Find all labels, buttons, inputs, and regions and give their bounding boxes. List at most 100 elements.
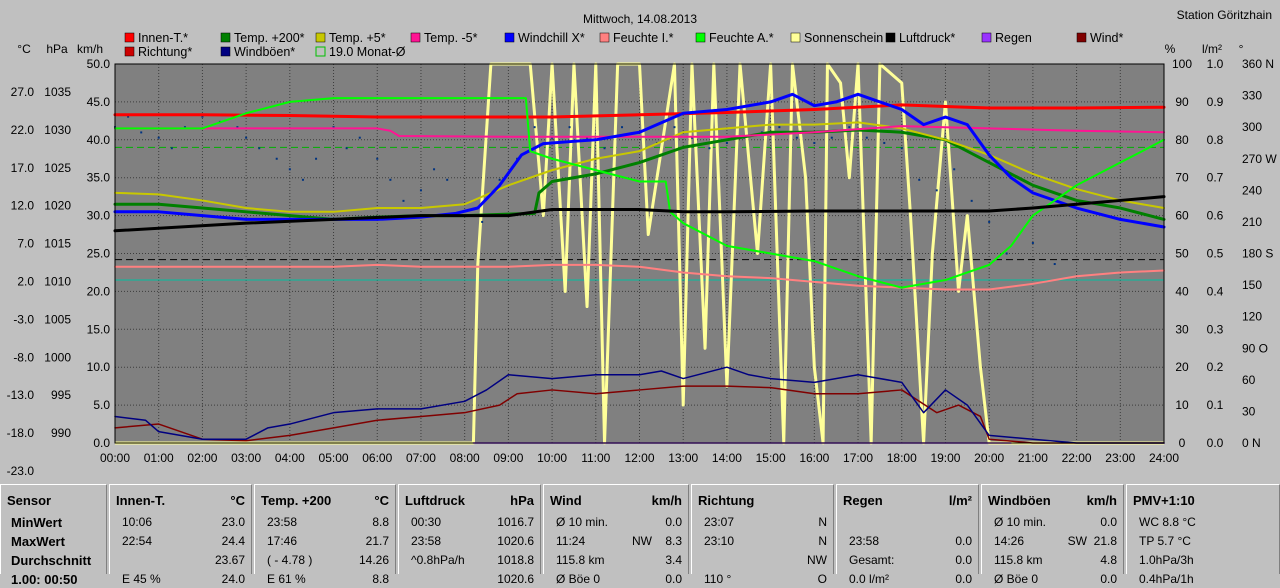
table-row: Ø Böe 0 0.0 [988,572,1117,588]
pct-tick-label: 50 [1175,247,1189,261]
row-label: Ø Böe 0 [994,572,1039,586]
row-value: 0.0 [665,515,682,529]
table-row: MaxWert [7,534,100,550]
row-label: 17:46 [267,534,298,548]
section-title: Regen [843,493,883,508]
pct-tick-label: 20 [1175,360,1189,374]
stats-table: Sensor MinWert MaxWert Durchschnitt 1.00: 00… [0,480,1280,587]
legend-label: Temp. -5* [424,31,478,45]
rain-tick-label: 0.7 [1207,171,1224,185]
x-tick-label: 02:00 [187,451,217,465]
legend-swatch [695,32,706,43]
pct-tick-label: 40 [1175,284,1189,298]
kmh-tick-label: 35.0 [87,171,111,185]
section-unit: hPa [510,493,534,508]
row-value: 0.0 [665,572,682,586]
section-title: Sensor [7,493,52,508]
table-section: Luftdruck hPa 00:30 1016.7 23:58 1020.6 ^0.8hP… [398,484,541,586]
direction-point [315,157,318,160]
direction-point [301,178,304,181]
direction-point [201,115,204,118]
section-unit: km/h [651,493,682,508]
legend-swatch [504,32,515,43]
legend-label: Innen-T.* [138,31,188,45]
direction-point [725,141,728,144]
direction-point [778,126,781,129]
section-title: Innen-T. [116,493,166,508]
table-row: Ø Böe 0 0.0 [550,572,682,588]
direction-point [157,136,160,139]
direction-point [332,126,335,129]
table-row: 115.8 km 3.4 [550,553,682,569]
row-label: 115.8 km [556,553,605,567]
direction-point [183,126,186,129]
deg-tick-label: 90 O [1242,341,1268,355]
table-row: MinWert [7,515,100,531]
direction-point [865,136,868,139]
direction-point [673,126,676,129]
row-direction: SW [1067,534,1087,548]
section-header: Luftdruck hPa [405,493,534,509]
table-row: NW [698,553,827,569]
table-row: TP 5.7 °C [1133,534,1273,550]
temp-tick-label: -23.0 [7,464,35,478]
row-value: 21.7 [365,534,389,548]
section-unit: °C [374,493,389,508]
row-value: 0.0 [955,553,972,567]
direction-point [245,136,248,139]
direction-point [236,126,239,129]
row-label: Gesamt: [849,553,895,567]
row-label: 22:54 [122,534,153,548]
table-row: E 45 % 24.0 [116,572,245,588]
row-label: 10:06 [122,515,153,529]
table-section: Sensor MinWert MaxWert Durchschnitt 1.00: 00… [0,484,107,587]
row-value: 0.0 [955,534,972,548]
legend-label: Wind* [1090,31,1123,45]
hpa-tick-label: 995 [51,388,71,402]
table-row: 23:10 N [698,534,827,550]
row-value: 1018.8 [497,553,534,567]
direction-point [848,126,851,129]
table-section: PMV+1:10 WC 8.8 °C TP 5.7 °C 1.0hPa/3h 0.4hP… [1126,484,1280,586]
table-row: 10:06 23.0 [116,515,245,531]
x-tick-label: 12:00 [624,451,654,465]
x-tick-label: 24:00 [1149,451,1179,465]
series-line [114,263,1165,291]
hpa-tick-label: 1030 [44,123,71,137]
legend-label: Luftdruck* [899,31,955,45]
x-tick-label: 14:00 [712,451,742,465]
table-row: 0.4hPa/1h [1133,572,1273,588]
table-row: 23:58 8.8 [261,515,389,531]
legend-label: Sonnenschein [804,31,883,45]
table-row: 115.8 km 4.8 [988,553,1117,569]
direction-point [621,126,624,129]
x-tick-label: 17:00 [843,451,873,465]
direction-point [170,147,173,150]
legend-swatch [410,32,421,43]
temp-tick-label: -3.0 [13,312,34,326]
temp-tick-label: -8.0 [13,350,34,364]
unit-label-left: °C [17,42,31,56]
x-tick-label: 11:00 [581,451,610,465]
direction-point [813,141,816,144]
table-row: 0.0 l/m² 0.0 [843,572,972,588]
deg-tick-label: 30 [1242,404,1256,418]
table-row: 11:24 NW 8.3 [550,534,682,550]
row-label: MaxWert [11,534,65,549]
x-tick-label: 16:00 [799,451,829,465]
section-title: Luftdruck [405,493,465,508]
x-tick-label: 19:00 [930,451,960,465]
series-line [113,195,1166,233]
legend-swatch [981,32,992,43]
section-header: Sensor [7,493,100,509]
row-value: 8.3 [665,534,682,548]
kmh-tick-label: 25.0 [87,247,111,261]
unit-label-right: ° [1239,42,1244,56]
table-row: 00:30 1016.7 [405,515,534,531]
x-tick-label: 08:00 [450,451,480,465]
row-value: 23.0 [221,515,245,529]
unit-label-right: l/m² [1202,42,1222,56]
table-section: Richtung 23:07 N 23:10 N NW 110 ° O [691,484,834,586]
deg-tick-label: 360 N [1242,57,1274,71]
chart-svg: Mittwoch, 14.08.2013 Station Göritzhain °C… [7,8,1278,478]
